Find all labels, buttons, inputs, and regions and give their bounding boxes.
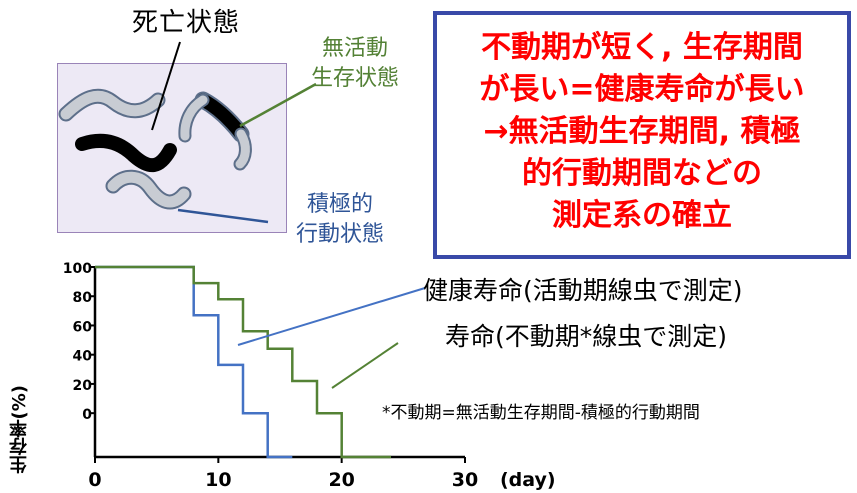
chart-series (95, 265, 391, 459)
y-tick-label: 20 (73, 378, 93, 394)
worm-illustration (58, 88, 252, 210)
active-label-line1: 積極的 (306, 192, 373, 217)
series-line-0 (95, 265, 293, 459)
inactive-pointer-line (239, 82, 317, 128)
chart-pointer-lines (237, 287, 426, 389)
y-tick-label: 100 (63, 261, 92, 277)
y-axis-label: 生存率(%) (9, 385, 30, 474)
chart-ticks: 0 10 20 30 100 80 60 40 20 0 (63, 261, 478, 491)
y-tick-label: 60 (73, 319, 93, 335)
inactive-label-line1: 無活動 (321, 36, 388, 61)
x-tick-label: 20 (328, 469, 354, 491)
y-tick-label: 80 (73, 290, 93, 306)
x-tick-label: 10 (205, 469, 231, 491)
x-tick-label: 0 (88, 469, 101, 491)
active-pointer-line (177, 208, 269, 224)
worm-illustration-panel (57, 63, 287, 233)
health-span-annotation: 健康寿命(活動期線虫で測定) (423, 276, 743, 305)
callout-line-2: が長い=健康寿命が長い (479, 72, 805, 107)
y-tick-label: 0 (82, 407, 92, 423)
dead-state-label: 死亡状態 (132, 8, 241, 38)
series-line-1 (95, 265, 391, 459)
health-span-pointer (237, 287, 426, 346)
callout-line-3: →無活動生存期間, 積極 (483, 114, 801, 149)
callout-line-5: 測定系の確立 (552, 198, 732, 233)
worm-dead-center (75, 133, 177, 172)
lifespan-annotation: 寿命(不動期*線虫で測定) (445, 322, 728, 351)
inactive-label-line2: 生存状態 (310, 66, 399, 91)
dead-pointer-line (151, 41, 181, 131)
chart-axes (93, 267, 465, 459)
x-tick-label: 30 (452, 469, 478, 491)
active-label-line2: 行動状態 (295, 222, 384, 247)
active-behavior-label: 積極的 行動状態 (285, 190, 395, 250)
callout-line-1: 不動期が短く, 生存期間 (481, 30, 803, 65)
definition-footnote: *不動期=無活動生存期間-積極的行動期間 (382, 403, 700, 423)
y-tick-label: 40 (73, 349, 93, 365)
callout-line-4: 的行動期間などの (522, 156, 762, 191)
lifespan-pointer (331, 342, 399, 389)
x-axis-label: (day) (500, 469, 556, 491)
callout-box: 不動期が短く, 生存期間 が長い=健康寿命が長い →無活動生存期間, 積極 的行… (433, 11, 851, 259)
survival-chart: 0 10 20 30 100 80 60 40 20 0 (63, 261, 478, 491)
inactive-survival-label: 無活動 生存状態 (305, 34, 405, 94)
